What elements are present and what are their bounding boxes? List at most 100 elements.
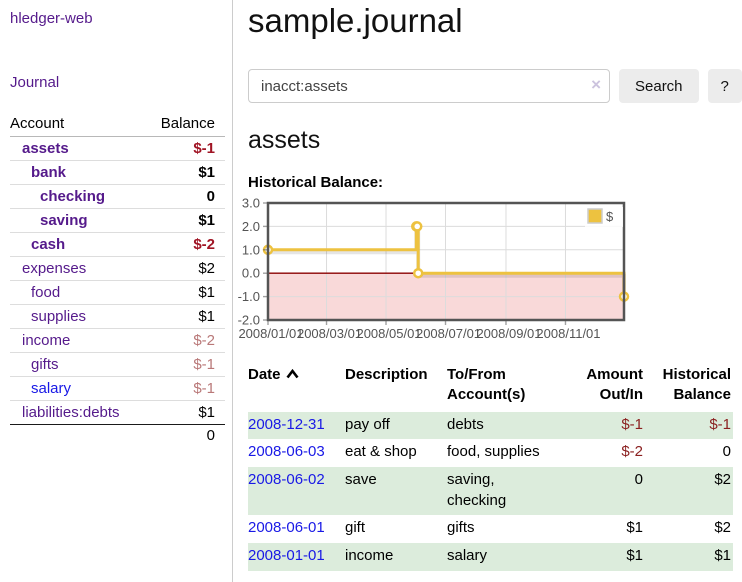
y-axis-tick-label: 1.0 [242, 242, 260, 257]
transaction-amount: $1 [626, 546, 643, 564]
account-balance: $1 [145, 280, 225, 305]
sidebar-account-row: saving $1 [10, 208, 225, 233]
accounts-total-row: 0 [10, 425, 225, 448]
sidebar-account-link-food[interactable]: food [31, 284, 61, 301]
sidebar-account-link-checking[interactable]: checking [40, 188, 106, 205]
sidebar-account-link-salary[interactable]: salary [31, 380, 72, 397]
sidebar-account-row: salary $-1 [10, 376, 225, 401]
sidebar-account-link-supplies[interactable]: supplies [31, 308, 87, 325]
transaction-row: 2008-06-01 gift gifts $1 $2 [248, 515, 733, 543]
x-axis-tick-label: 2008/07/01 [416, 326, 481, 341]
x-axis-tick-label: 2008/03/01 [297, 326, 362, 341]
accounts-header-account: Account [10, 112, 146, 137]
transaction-row: 2008-06-03 eat & shop food, supplies $-2 0 [248, 439, 733, 467]
y-axis-tick-label: 0.0 [242, 266, 260, 281]
transactions-table-body: 2008-12-31 pay off debts $-1 $-1 2008-06-03 ea… [248, 411, 733, 571]
header-date[interactable]: Date [248, 363, 345, 412]
sidebar-account-link-liabilitiesdebts[interactable]: liabilities:debts [22, 404, 120, 421]
account-balance: $-2 [145, 328, 225, 353]
sidebar-account-row: gifts $-1 [10, 352, 225, 377]
header-balance: Historical Balance [662, 366, 731, 404]
account-balance: $-1 [145, 376, 225, 401]
legend-swatch [587, 208, 603, 224]
sidebar-account-row: assets $-1 [10, 136, 225, 161]
transaction-date-link[interactable]: 2008-01-01 [248, 546, 325, 564]
transaction-accounts: saving, checking [447, 470, 507, 509]
transaction-accounts: debts [447, 415, 484, 433]
sidebar-account-link-saving[interactable]: saving [40, 212, 88, 229]
sidebar-account-row: supplies $1 [10, 304, 225, 329]
transaction-description: pay off [345, 415, 390, 433]
main-content: sample.journal × Search ? assets Histori… [233, 0, 742, 582]
sidebar-account-row: income $-2 [10, 328, 225, 353]
search-input[interactable] [248, 69, 610, 103]
transaction-accounts: salary [447, 546, 488, 564]
sidebar-item-journal[interactable]: Journal [10, 74, 60, 91]
x-axis-tick-label: 2008/05/01 [356, 326, 421, 341]
accounts-total-balance: 0 [206, 427, 215, 444]
transaction-amount: 0 [634, 470, 643, 488]
transaction-description: gift [345, 519, 366, 537]
transaction-date-link[interactable]: 2008-06-02 [248, 470, 325, 488]
clear-search-icon[interactable]: × [591, 75, 601, 94]
data-point [412, 267, 424, 279]
sort-asc-icon [285, 365, 299, 385]
sidebar-account-link-cash[interactable]: cash [31, 236, 66, 253]
historical-balance-chart: 3.0 2.0 1.0 0.0 -1.0 -2.02008/01/012008/03/01… [238, 196, 630, 341]
transaction-balance: $-1 [709, 415, 731, 433]
transaction-balance: $1 [714, 546, 731, 564]
transaction-amount: $-2 [621, 443, 643, 461]
transactions-table: Date Description To/From Account(s) Amou… [248, 363, 733, 571]
brand-link[interactable]: hledger-web [10, 10, 93, 27]
sidebar-account-link-assets[interactable]: assets [22, 140, 69, 157]
transaction-balance: $2 [714, 470, 731, 488]
transaction-date-link[interactable]: 2008-06-03 [248, 443, 325, 461]
sidebar-account-link-expenses[interactable]: expenses [22, 260, 87, 277]
header-tofrom: To/From Account(s) [447, 366, 526, 404]
account-balance: $2 [145, 256, 225, 281]
sidebar-account-row: liabilities:debts $1 [10, 400, 225, 425]
header-amount: Amount Out/In [586, 366, 643, 404]
y-axis-tick-label: -1.0 [238, 289, 260, 304]
x-axis-tick-label: 2008/01/01 [238, 326, 303, 341]
transaction-row: 2008-01-01 income salary $1 $1 [248, 542, 733, 571]
chart-title: Historical Balance: [248, 174, 384, 191]
account-heading: assets [248, 126, 321, 154]
x-axis-tick-label: 2008/09/01 [476, 326, 541, 341]
sidebar-account-link-bank[interactable]: bank [31, 164, 67, 181]
page-title: sample.journal [248, 2, 463, 39]
sidebar-account-link-gifts[interactable]: gifts [31, 356, 59, 373]
transaction-amount: $-1 [621, 415, 643, 433]
account-balance: $-1 [145, 352, 225, 377]
account-balance: 0 [145, 184, 225, 209]
transaction-description: income [345, 546, 394, 564]
transaction-accounts: gifts [447, 519, 475, 537]
account-balance: $-2 [145, 232, 225, 257]
transaction-accounts: food, supplies [447, 443, 540, 461]
search-button[interactable]: Search [619, 69, 699, 103]
account-balance: $1 [145, 304, 225, 329]
transaction-date-link[interactable]: 2008-12-31 [248, 415, 325, 433]
sidebar-account-row: cash $-2 [10, 232, 225, 257]
transaction-balance: $2 [714, 519, 731, 537]
historical-balance-chart-container: 3.0 2.0 1.0 0.0 -1.0 -2.0 2008/01/01 2008/03/01… [236, 196, 742, 346]
help-button[interactable]: ? [707, 69, 742, 103]
transaction-balance: 0 [722, 443, 731, 461]
header-description: Description [345, 366, 428, 383]
sidebar-account-row: food $1 [10, 280, 225, 305]
accounts-table: Account Balance assets $-1 bank $1 checking 0… [10, 112, 225, 447]
sidebar: hledger-web Journal Account Balance asse… [0, 0, 233, 582]
account-balance: $1 [145, 208, 225, 233]
sidebar-account-row: checking 0 [10, 184, 225, 209]
sidebar-account-link-income[interactable]: income [22, 332, 71, 349]
y-axis-tick-label: 3.0 [242, 196, 260, 211]
accounts-header-balance: Balance [145, 112, 225, 137]
transaction-amount: $1 [626, 519, 643, 537]
accounts-table-body: assets $-1 bank $1 checking 0 saving $1 cash $-2 e… [10, 136, 225, 425]
account-balance: $1 [145, 160, 225, 185]
transaction-description: eat & shop [345, 443, 417, 461]
x-axis-tick-label: 2008/11/01 [536, 326, 600, 341]
transaction-date-link[interactable]: 2008-06-01 [248, 519, 325, 537]
sidebar-account-row: expenses $2 [10, 256, 225, 281]
transaction-description: save [345, 470, 377, 488]
